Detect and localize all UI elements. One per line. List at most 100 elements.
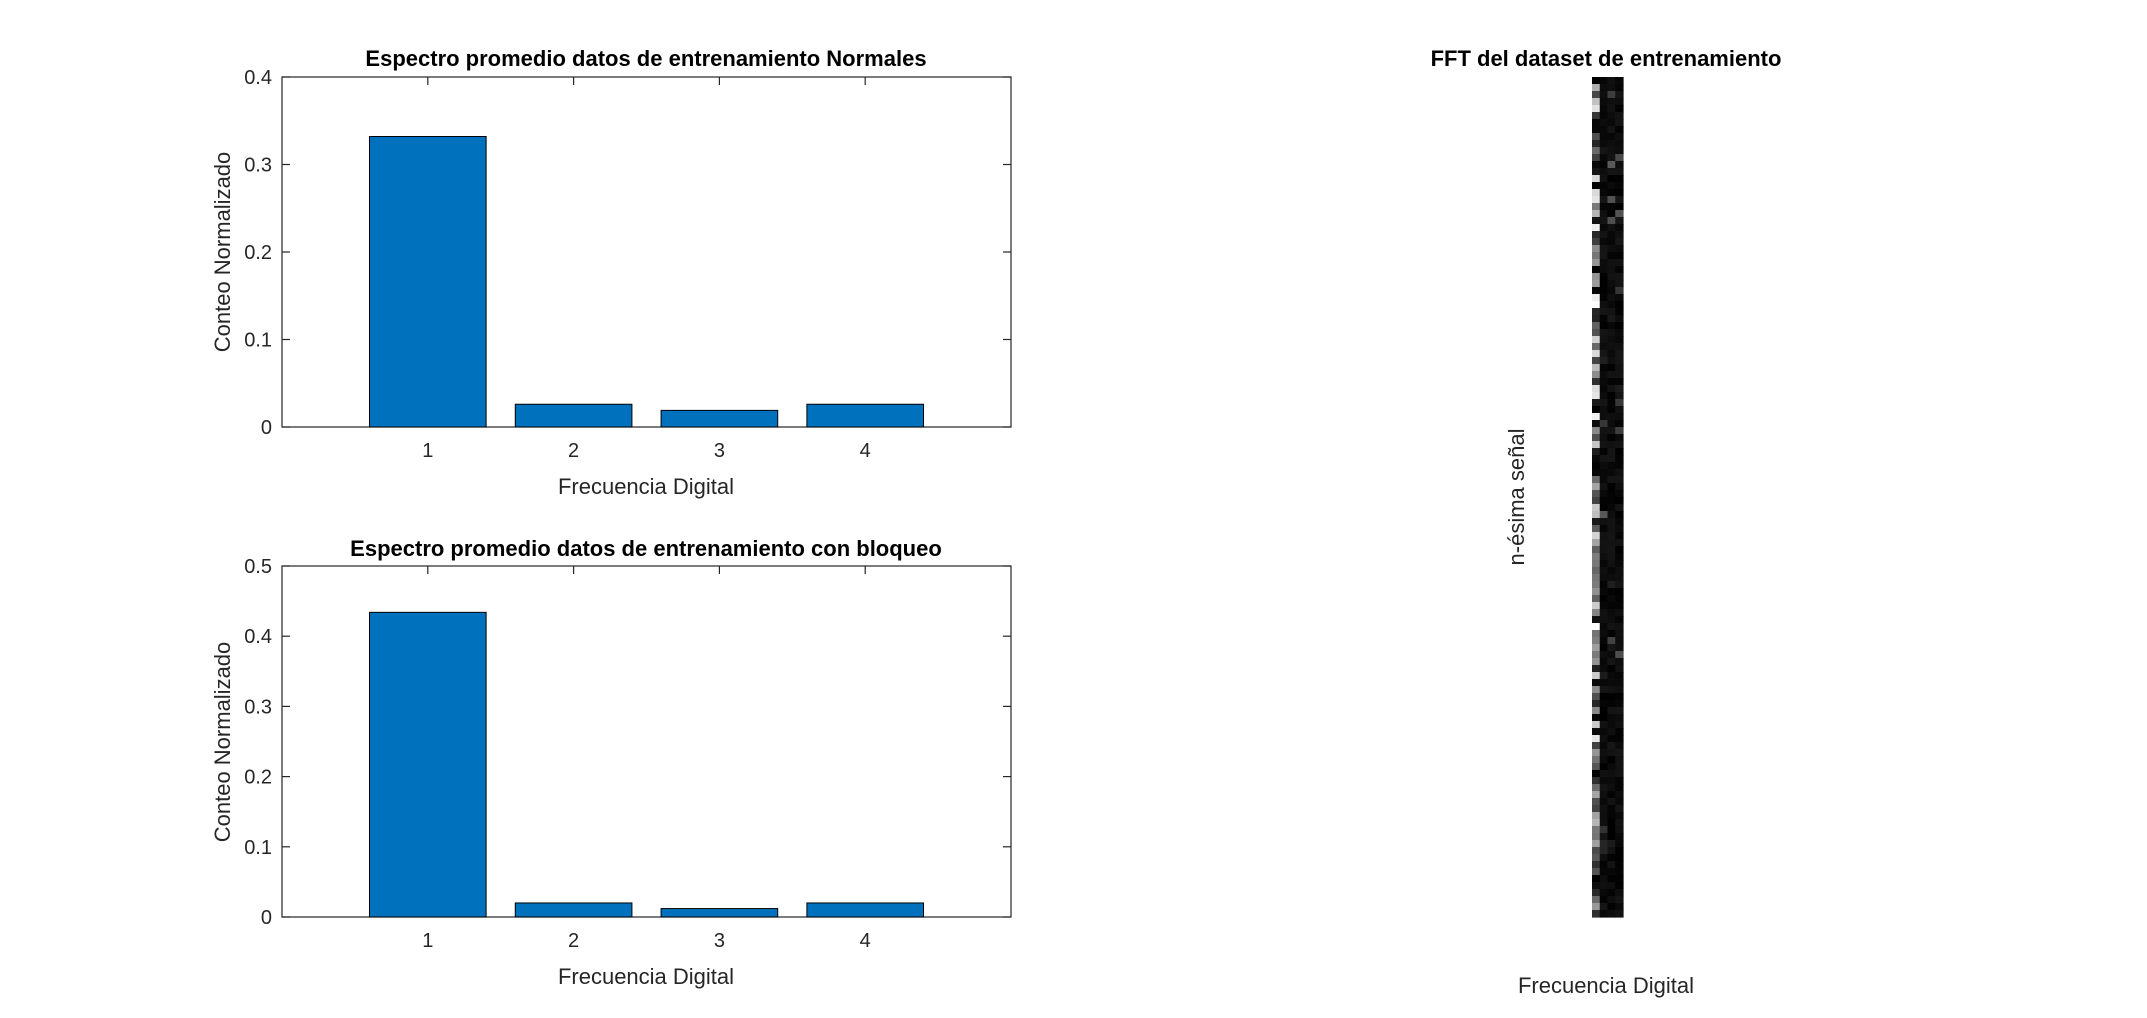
heatmap-cell xyxy=(1608,224,1616,232)
y-tick-label: 0.1 xyxy=(244,837,272,859)
heatmap-cell xyxy=(1592,280,1600,288)
heatmap-cell xyxy=(1592,868,1600,876)
heatmap-cell xyxy=(1600,448,1608,456)
heatmap-cell xyxy=(1615,812,1623,820)
heatmap-cell xyxy=(1592,350,1600,358)
heatmap-cell xyxy=(1592,133,1600,141)
heatmap-cell xyxy=(1600,763,1608,771)
heatmap-cell xyxy=(1592,882,1600,890)
heatmap-cell xyxy=(1608,532,1616,540)
heatmap-cell xyxy=(1592,630,1600,638)
heatmap-cell xyxy=(1615,161,1623,169)
heatmap-cell xyxy=(1600,693,1608,701)
heatmap-cell xyxy=(1615,581,1623,589)
heatmap-cell xyxy=(1608,483,1616,491)
heatmap-cell xyxy=(1608,679,1616,687)
heatmap-cell xyxy=(1615,854,1623,862)
heatmap-cell xyxy=(1615,455,1623,463)
heatmap-cell xyxy=(1615,294,1623,302)
heatmap-cell xyxy=(1608,252,1616,260)
heatmap-cell xyxy=(1608,210,1616,218)
heatmap-cell xyxy=(1592,686,1600,694)
bar xyxy=(369,612,486,917)
heatmap-cell xyxy=(1600,322,1608,330)
heatmap-cell xyxy=(1608,196,1616,204)
heatmap-cell xyxy=(1592,861,1600,869)
heatmap-cell xyxy=(1592,112,1600,120)
heatmap-cell xyxy=(1600,553,1608,561)
heatmap-cell xyxy=(1608,350,1616,358)
heatmap-cell xyxy=(1615,336,1623,344)
heatmap-cell xyxy=(1615,609,1623,617)
heatmap-cell xyxy=(1592,910,1600,918)
heatmap-cell xyxy=(1600,77,1608,85)
heatmap-cell xyxy=(1615,329,1623,337)
heatmap-cell xyxy=(1608,203,1616,211)
heatmap-cell xyxy=(1608,98,1616,106)
heatmap-cell xyxy=(1608,385,1616,393)
heatmap-cell xyxy=(1608,588,1616,596)
heatmap-cell xyxy=(1615,154,1623,162)
heatmap-cell xyxy=(1592,476,1600,484)
heatmap-cell xyxy=(1608,441,1616,449)
heatmap-cell xyxy=(1600,644,1608,652)
heatmap-cell xyxy=(1592,308,1600,316)
heatmap-cell xyxy=(1615,301,1623,309)
heatmap-cell xyxy=(1600,343,1608,351)
heatmap-cell xyxy=(1608,707,1616,715)
heatmap-cell xyxy=(1600,259,1608,267)
heatmap-cell xyxy=(1600,833,1608,841)
heatmap-cell xyxy=(1608,861,1616,869)
heatmap-cell xyxy=(1600,161,1608,169)
heatmap-cell xyxy=(1615,490,1623,498)
heatmap-cell xyxy=(1592,595,1600,603)
chart-title: Espectro promedio datos de entrenamiento… xyxy=(365,46,926,71)
heatmap-cell xyxy=(1608,749,1616,757)
heatmap-cell xyxy=(1615,378,1623,386)
heatmap-cell xyxy=(1608,413,1616,421)
heatmap-cell xyxy=(1608,651,1616,659)
heatmap-cell xyxy=(1600,546,1608,554)
heatmap-cell xyxy=(1600,798,1608,806)
heatmap-cell xyxy=(1600,504,1608,512)
heatmap-cell xyxy=(1600,889,1608,897)
heatmap-cell xyxy=(1615,119,1623,127)
heatmap-cell xyxy=(1600,483,1608,491)
heatmap-cell xyxy=(1615,700,1623,708)
heatmap-cell xyxy=(1615,868,1623,876)
heatmap-cell xyxy=(1592,315,1600,323)
heatmap-cell xyxy=(1600,896,1608,904)
heatmap-cell xyxy=(1615,637,1623,645)
heatmap-cell xyxy=(1608,161,1616,169)
heatmap-cell xyxy=(1600,308,1608,316)
heatmap-cell xyxy=(1592,721,1600,729)
heatmap-cell xyxy=(1600,791,1608,799)
heatmap-cell xyxy=(1608,497,1616,505)
heatmap-cell xyxy=(1615,588,1623,596)
heatmap-cell xyxy=(1615,763,1623,771)
heatmap-cell xyxy=(1608,735,1616,743)
heatmap-cell xyxy=(1608,287,1616,295)
x-tick-label: 1 xyxy=(422,930,433,952)
x-tick-label: 2 xyxy=(568,440,579,462)
heatmap-cell xyxy=(1592,819,1600,827)
heatmap-cell xyxy=(1592,385,1600,393)
heatmap-cell xyxy=(1592,889,1600,897)
heatmap-cell xyxy=(1608,728,1616,736)
heatmap-cell xyxy=(1615,259,1623,267)
heatmap-cell xyxy=(1615,91,1623,99)
heatmap-cell xyxy=(1600,280,1608,288)
heatmap-cell xyxy=(1608,602,1616,610)
heatmap-cell xyxy=(1600,861,1608,869)
heatmap-cell xyxy=(1608,273,1616,281)
heatmap-cell xyxy=(1608,259,1616,267)
heatmap-cell xyxy=(1600,854,1608,862)
heatmap-cell xyxy=(1592,532,1600,540)
chart-title: Espectro promedio datos de entrenamiento… xyxy=(350,536,942,561)
heatmap-cell xyxy=(1608,392,1616,400)
heatmap-cell xyxy=(1608,854,1616,862)
bar xyxy=(807,404,924,427)
heatmap-cell xyxy=(1592,357,1600,365)
heatmap-cell xyxy=(1615,406,1623,414)
heatmap-cell xyxy=(1592,182,1600,190)
